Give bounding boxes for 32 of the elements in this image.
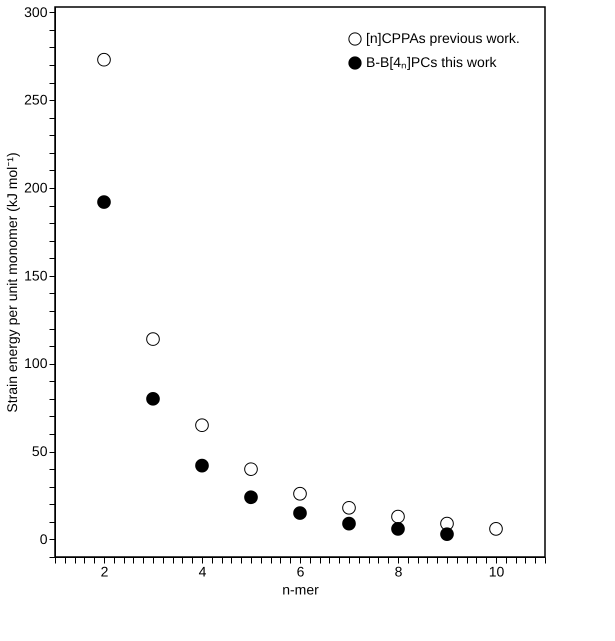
point <box>97 195 111 209</box>
y-tick-label: 250 <box>24 92 48 108</box>
y-axis-title: Strain energy per unit monomer (kJ mol⁻¹) <box>4 152 20 413</box>
y-tick-label: 200 <box>24 179 48 196</box>
y-tick-label: 0 <box>40 530 48 547</box>
legend-label: [n]CPPAs previous work. <box>366 30 520 46</box>
point <box>146 392 160 406</box>
point <box>97 52 111 67</box>
point <box>244 490 258 504</box>
x-tick-label: 4 <box>198 564 207 580</box>
y-tick-label: 100 <box>24 355 48 372</box>
point <box>391 510 405 524</box>
point <box>244 462 258 476</box>
point <box>293 506 307 520</box>
y-tick-label: 50 <box>32 443 48 460</box>
point <box>489 522 503 536</box>
point <box>440 527 454 541</box>
point <box>293 486 307 501</box>
y-tick-label: 150 <box>24 267 48 284</box>
x-tick-label: 2 <box>100 564 109 580</box>
x-axis-title: n-mer <box>282 582 320 598</box>
point <box>342 516 356 530</box>
point <box>391 522 405 536</box>
point <box>195 458 209 472</box>
y-tick-label: 300 <box>24 4 48 20</box>
x-tick-label: 8 <box>394 564 403 580</box>
point <box>342 500 356 515</box>
legend-label: B-B[4ₙ]PCs this work <box>366 54 498 70</box>
point <box>195 418 209 432</box>
x-tick-label: 6 <box>296 564 305 580</box>
x-tick-label: 10 <box>488 564 504 580</box>
point <box>146 332 160 346</box>
